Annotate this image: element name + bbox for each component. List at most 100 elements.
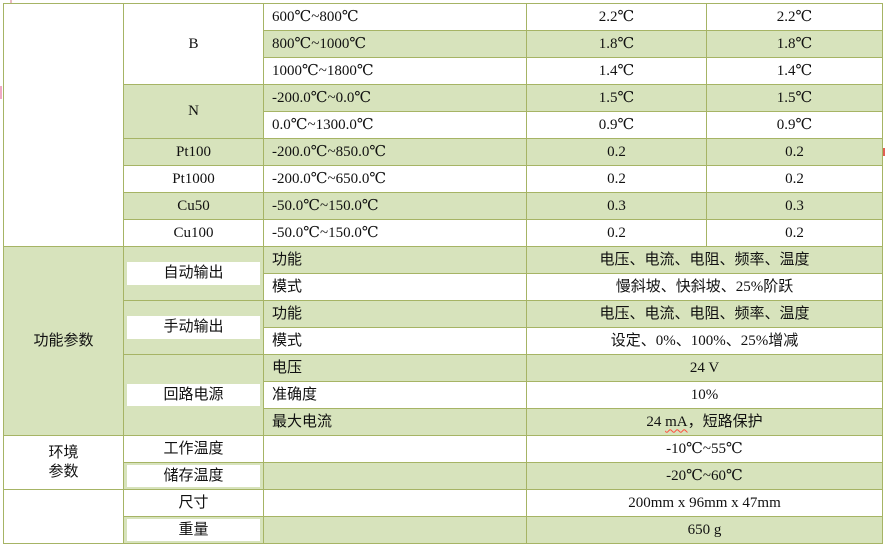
range-cell: -200.0℃~0.0℃ (263, 84, 527, 112)
value-cell: 设定、0%、100%、25%增减 (526, 327, 883, 355)
value-cell: -10℃~55℃ (526, 435, 883, 463)
table-row: 储存温度 -20℃~60℃ (4, 462, 883, 490)
white-highlight-band: 回路电源 (127, 383, 260, 407)
value-cell: 慢斜坡、快斜坡、25%阶跃 (526, 273, 883, 301)
cell-text: 0.9℃ (776, 116, 813, 133)
cell-text: 0.3 (607, 197, 626, 214)
group-environment-params-cell: 环境 参数 (3, 435, 124, 490)
table-row: Cu100 -50.0℃~150.0℃ 0.2 0.2 (4, 219, 883, 247)
table-row: Pt100 -200.0℃~850.0℃ 0.2 0.2 (4, 138, 883, 166)
accuracy-cell: 1.4℃ (706, 57, 883, 85)
cell-text: 环境 参数 (48, 444, 79, 480)
blank-cell (263, 462, 527, 490)
cell-text: 0.2 (607, 224, 626, 241)
cell-text: 回路电源 (163, 386, 224, 403)
accuracy-cell: 1.5℃ (706, 84, 883, 112)
sensor-cu100-cell: Cu100 (123, 219, 264, 247)
accuracy-cell: 0.2 (526, 219, 707, 247)
group-function-params-cell: 功能参数 (3, 246, 124, 436)
accuracy-cell: 0.2 (706, 165, 883, 193)
cell-text: 功能 (272, 251, 303, 268)
accuracy-cell: 2.2℃ (706, 3, 883, 31)
cell-text: 手动输出 (163, 319, 224, 336)
manual-output-cell: 手动输出 (123, 300, 264, 355)
cell-text: 1.4℃ (598, 62, 635, 79)
attr-function-cell: 功能 (263, 300, 527, 328)
white-highlight-band: 手动输出 (127, 316, 260, 339)
cell-text: Cu100 (173, 224, 214, 241)
cell-text: 电压、电流、电阻、频率、温度 (599, 305, 810, 322)
accuracy-cell: 0.2 (706, 219, 883, 247)
table-row: 尺寸 200mm x 96mm x 47mm (3, 489, 883, 544)
accuracy-cell: 1.8℃ (706, 30, 883, 58)
physical-group-blank-cell (3, 489, 124, 544)
cell-text: 电压 (272, 359, 303, 376)
value-cell: 电压、电流、电阻、频率、温度 (526, 246, 883, 274)
cell-text: 0.0℃~1300.0℃ (272, 116, 374, 133)
cell-text: -50.0℃~150.0℃ (272, 224, 379, 241)
table-row: 0.0℃~1300.0℃ 0.9℃ 0.9℃ (4, 111, 883, 139)
cell-text: 重量 (178, 521, 209, 538)
cell-text: 功能 (272, 305, 303, 322)
cell-text: Cu50 (177, 197, 210, 214)
cell-text: 尺寸 (178, 494, 209, 511)
accuracy-cell: 1.4℃ (526, 57, 707, 85)
range-cell: 1000℃~1800℃ (263, 57, 527, 85)
blank-cell (263, 435, 527, 463)
white-highlight-band: 重量 (127, 518, 260, 542)
range-cell: 800℃~1000℃ (263, 30, 527, 58)
table-row: Pt1000 -200.0℃~650.0℃ 0.2 0.2 (4, 165, 883, 193)
cell-text: 0.2 (785, 170, 804, 187)
spellcheck-squiggle: mA (665, 413, 688, 430)
text-segment: 24 (646, 413, 666, 430)
table-row: Cu50 -50.0℃~150.0℃ 0.3 0.3 (4, 192, 883, 220)
range-cell: 0.0℃~1300.0℃ (263, 111, 527, 139)
cell-text: 1.4℃ (776, 62, 813, 79)
range-cell: -200.0℃~650.0℃ (263, 165, 527, 193)
accuracy-cell: 0.9℃ (706, 111, 883, 139)
cell-text: 0.3 (785, 197, 804, 214)
white-highlight-band: 自动输出 (127, 262, 260, 285)
attr-mode-cell: 模式 (263, 327, 527, 355)
cell-text: N (188, 103, 199, 120)
accuracy-cell: 0.2 (526, 165, 707, 193)
cell-text: -20℃~60℃ (666, 467, 743, 484)
cell-text: 准确度 (272, 386, 318, 403)
cell-text: 最大电流 (272, 413, 333, 430)
table-row: 环境 参数 工作温度 -10℃~55℃ (3, 435, 883, 490)
cell-text: 10% (690, 386, 719, 403)
red-dot-artifact (882, 148, 885, 156)
value-cell: 650 g (526, 516, 883, 544)
cell-text: 0.2 (607, 143, 626, 160)
thermocouple-group-blank-cell (3, 3, 124, 247)
working-temp-cell: 工作温度 (123, 435, 264, 463)
blank-cell (263, 516, 527, 544)
cell-text: 自动输出 (163, 265, 224, 282)
white-highlight-band: 储存温度 (127, 464, 260, 488)
table-row: 手动输出 功能 电压、电流、电阻、频率、温度 (4, 300, 883, 355)
cell-text: 功能参数 (33, 332, 94, 349)
cell-text: 200mm x 96mm x 47mm (628, 494, 781, 511)
table-row: 回路电源 电压 24 V (4, 354, 883, 436)
accuracy-cell: 0.3 (706, 192, 883, 220)
cell-text: 0.9℃ (598, 116, 635, 133)
dimensions-label-cell: 尺寸 (123, 489, 264, 517)
accuracy-cell: 0.9℃ (526, 111, 707, 139)
sensor-pt1000-cell: Pt1000 (123, 165, 264, 193)
cell-text: -200.0℃~650.0℃ (272, 170, 387, 187)
accuracy-cell: 0.2 (706, 138, 883, 166)
cell-text: 0.2 (785, 224, 804, 241)
cell-text: 1.8℃ (776, 35, 813, 52)
weight-label-cell: 重量 (123, 516, 264, 544)
value-cell: 10% (526, 381, 883, 409)
accuracy-cell: 1.5℃ (526, 84, 707, 112)
accuracy-cell: 0.3 (526, 192, 707, 220)
storage-temp-cell: 储存温度 (123, 462, 264, 490)
sensor-cu50-cell: Cu50 (123, 192, 264, 220)
loop-power-cell: 回路电源 (123, 354, 264, 436)
blank-cell (263, 489, 527, 517)
cell-text: 2.2℃ (776, 8, 813, 25)
value-cell: -20℃~60℃ (526, 462, 883, 490)
cell-text: Pt1000 (172, 170, 215, 187)
auto-output-cell: 自动输出 (123, 246, 264, 301)
